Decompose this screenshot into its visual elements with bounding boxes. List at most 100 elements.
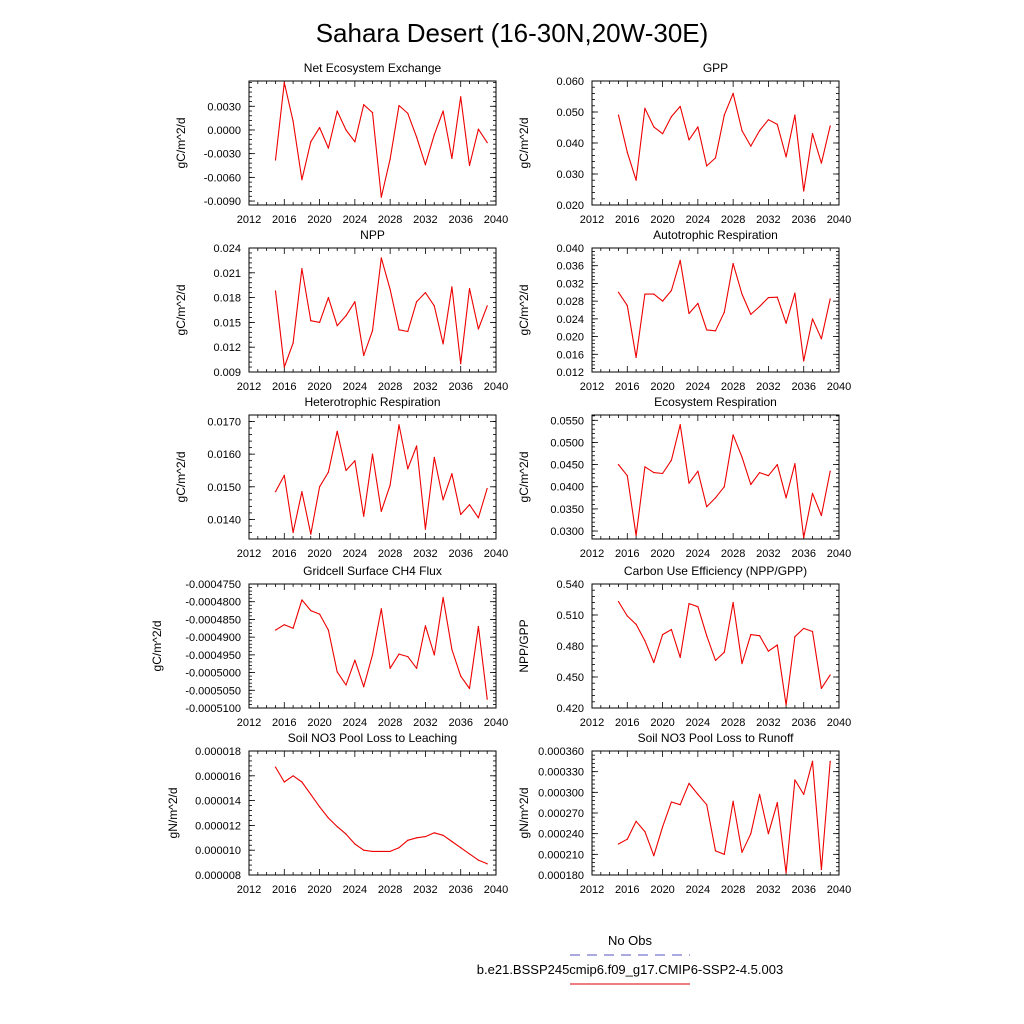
panel-title: Autotrophic Respiration	[653, 228, 778, 242]
x-tick-label: 2012	[237, 214, 261, 226]
y-tick-label: 0.040	[556, 138, 584, 150]
x-tick-label: 2020	[307, 548, 331, 560]
data-point	[776, 802, 778, 804]
data-point	[811, 760, 814, 762]
panel-title: Heterotrophic Respiration	[304, 395, 440, 409]
y-tick-label: -0.0090	[204, 196, 241, 208]
y-tick-label: 0.000010	[195, 845, 241, 857]
data-point	[345, 684, 347, 686]
data-point	[759, 635, 761, 637]
data-point	[635, 820, 637, 822]
y-tick-label: 0.021	[213, 268, 241, 280]
data-point	[653, 471, 655, 474]
y-tick-label: 0.012	[556, 367, 584, 379]
data-point	[803, 190, 805, 192]
panel: Carbon Use Efficiency (NPP/GPP) NPP/GPP 20…	[517, 564, 851, 729]
plot-frame	[591, 80, 840, 206]
data-point	[477, 859, 479, 861]
data-point	[688, 139, 690, 141]
data-point	[626, 475, 628, 477]
data-point	[679, 656, 681, 658]
x-tick-label: 2016	[615, 214, 639, 226]
data-point	[442, 499, 444, 501]
y-tick-label: 0.018	[213, 293, 241, 305]
data-point	[486, 863, 488, 865]
y-tick-label: 0.040	[556, 243, 584, 255]
data-point	[785, 156, 787, 158]
data-point	[460, 363, 462, 365]
data-point	[301, 179, 303, 181]
x-tick-label: 2040	[827, 884, 851, 896]
data-point	[706, 165, 708, 167]
data-point	[697, 470, 699, 472]
data-point	[398, 104, 400, 107]
data-point	[336, 430, 338, 432]
y-tick-label: -0.0005000	[185, 668, 241, 680]
data-point	[424, 292, 427, 294]
data-point	[767, 297, 770, 299]
data-point	[424, 835, 427, 838]
panel-title: GPP	[703, 61, 728, 75]
y-tick-label: 0.028	[556, 296, 584, 308]
data-point	[820, 162, 822, 164]
panel-title: Gridcell Surface CH4 Flux	[303, 564, 442, 578]
y-tick-label: 0.0030	[207, 101, 241, 113]
data-point	[380, 257, 382, 259]
y-tick-label: 0.020	[556, 332, 584, 344]
y-tick-label: 0.450	[556, 672, 584, 684]
y-tick-label: 0.024	[556, 314, 584, 326]
x-tick-label: 2024	[686, 548, 710, 560]
data-point	[310, 141, 312, 143]
y-tick-label: 0.0170	[207, 417, 241, 429]
data-point	[318, 126, 321, 129]
data-point	[274, 629, 277, 631]
data-point	[433, 134, 435, 136]
x-tick-label: 2032	[756, 214, 780, 226]
data-point	[803, 360, 805, 362]
x-tick-label: 2012	[237, 381, 261, 393]
data-point	[626, 838, 628, 840]
data-point	[389, 667, 391, 669]
data-point	[345, 315, 347, 317]
data-point	[670, 459, 672, 461]
data-point	[776, 644, 778, 646]
data-point	[750, 313, 752, 316]
legend-label-model: b.e21.BSSP245cmip6.f09_g17.CMIP6-SSP2-4.…	[477, 962, 783, 977]
panel: Autotrophic Respiration gC/m^2/d 2012 2016 2…	[517, 228, 851, 393]
data-point	[460, 513, 462, 516]
data-point	[661, 826, 664, 828]
y-tick-label: -0.0005100	[185, 703, 241, 715]
data-point	[301, 491, 303, 493]
y-tick-label: -0.0004850	[185, 614, 241, 626]
data-point	[407, 839, 409, 841]
data-point	[477, 128, 479, 130]
x-tick-label: 2024	[343, 214, 367, 226]
data-point	[292, 342, 294, 344]
data-point	[486, 305, 488, 307]
panel-title: Net Ecosystem Exchange	[304, 61, 442, 75]
data-point	[477, 517, 479, 519]
data-point	[714, 330, 717, 332]
plot-frame	[591, 247, 840, 373]
y-tick-label: -0.0004800	[185, 597, 241, 609]
y-axis-label: gC/m^2/d	[174, 285, 188, 336]
x-tick-label: 2040	[484, 548, 508, 560]
data-point	[794, 292, 796, 294]
y-tick-label: 0.0500	[550, 437, 584, 449]
x-tick-label: 2020	[650, 717, 674, 729]
y-tick-label: 0.540	[556, 579, 584, 591]
x-tick-label: 2028	[378, 381, 402, 393]
panel: GPP gC/m^2/d 2012 2016 2020 2024 2028 2032 2036 2…	[517, 61, 851, 226]
data-point	[644, 107, 646, 109]
x-tick-label: 2036	[448, 214, 472, 226]
panel: Heterotrophic Respiration gC/m^2/d 2012 201…	[174, 395, 508, 560]
data-point	[398, 329, 400, 331]
panel: Soil NO3 Pool Loss to Leaching gN/m^2/d 20…	[166, 731, 508, 896]
data-point	[468, 687, 471, 690]
plot-frame	[591, 414, 840, 540]
panel-title: Carbon Use Efficiency (NPP/GPP)	[624, 564, 807, 578]
data-point	[433, 654, 435, 656]
data-point	[635, 356, 637, 358]
data-point	[794, 779, 796, 781]
data-point	[442, 834, 444, 836]
